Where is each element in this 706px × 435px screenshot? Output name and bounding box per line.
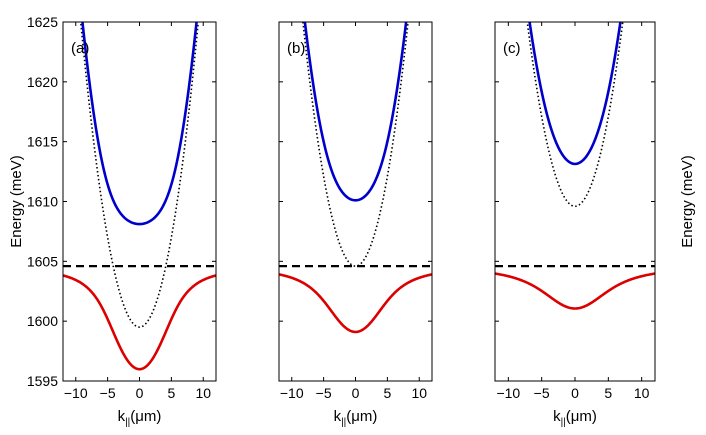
x-tick-label: 0 xyxy=(571,385,579,401)
plot-area xyxy=(495,22,655,310)
x-tick-label: 5 xyxy=(167,385,175,401)
y-tick-label: 1600 xyxy=(27,313,58,329)
y-tick-label: 1595 xyxy=(27,373,58,389)
x-tick-label: 5 xyxy=(604,385,612,401)
bare-cavity-line xyxy=(526,22,624,208)
x-tick-label: −10 xyxy=(496,385,520,401)
panel-label: (b) xyxy=(287,40,305,57)
x-axis-unit: (μm) xyxy=(346,408,377,425)
lower-polariton-line xyxy=(63,274,216,371)
panel-label: (c) xyxy=(503,40,521,57)
x-tick-label: −5 xyxy=(316,385,332,401)
y-axis-title: Energy (meV) xyxy=(679,155,696,248)
panel-label: (a) xyxy=(71,40,89,57)
upper-polariton-line xyxy=(81,22,198,226)
plot-frame xyxy=(494,21,656,382)
x-axis-subscript: || xyxy=(125,417,130,428)
x-tick-label: −10 xyxy=(64,385,88,401)
x-tick-label: 0 xyxy=(352,385,360,401)
panel-a: −10 −5 0 5 10 1595 1600 1605 1610 1615 1620 1625 k||… xyxy=(8,14,217,428)
plot-area xyxy=(63,22,216,371)
y-tick-label: 1625 xyxy=(27,14,58,30)
y-axis-title: Energy (meV) xyxy=(8,155,25,248)
bare-cavity-line xyxy=(302,22,409,267)
x-tick-label: 5 xyxy=(383,385,391,401)
x-tick-label: 10 xyxy=(411,385,427,401)
x-axis-title: k||(μm) xyxy=(118,408,162,428)
x-axis-subscript: || xyxy=(561,417,566,428)
bare-cavity-line xyxy=(79,22,200,328)
lower-polariton-line xyxy=(495,272,655,310)
lower-polariton-line xyxy=(279,273,432,334)
x-tick-label: 10 xyxy=(195,385,211,401)
y-tick-label: 1615 xyxy=(27,134,58,150)
x-axis-unit: (μm) xyxy=(130,408,161,425)
x-tick-label: 10 xyxy=(634,385,650,401)
y-tick-label: 1620 xyxy=(27,74,58,90)
panel-c: −10 −5 0 5 10 k||(μm) Energy (meV) (c) xyxy=(494,21,696,428)
upper-polariton-line xyxy=(528,22,622,166)
x-axis-unit: (μm) xyxy=(566,408,597,425)
y-tick-label: 1605 xyxy=(27,253,58,269)
x-axis-title: k||(μm) xyxy=(553,408,597,428)
x-tick-label: −10 xyxy=(280,385,304,401)
x-axis-title: k||(μm) xyxy=(334,408,378,428)
upper-polariton-line xyxy=(303,22,408,202)
x-axis-k: k xyxy=(553,408,561,425)
x-tick-label: −5 xyxy=(534,385,550,401)
x-axis-subscript: || xyxy=(341,417,346,428)
x-tick-label: −5 xyxy=(100,385,116,401)
plot-area xyxy=(279,22,432,334)
x-axis-k: k xyxy=(334,408,342,425)
y-tick-label: 1610 xyxy=(27,194,58,210)
panel-b: −10 −5 0 5 10 k||(μm) (b) xyxy=(278,21,433,428)
x-axis-k: k xyxy=(118,408,126,425)
x-tick-label: 0 xyxy=(136,385,144,401)
